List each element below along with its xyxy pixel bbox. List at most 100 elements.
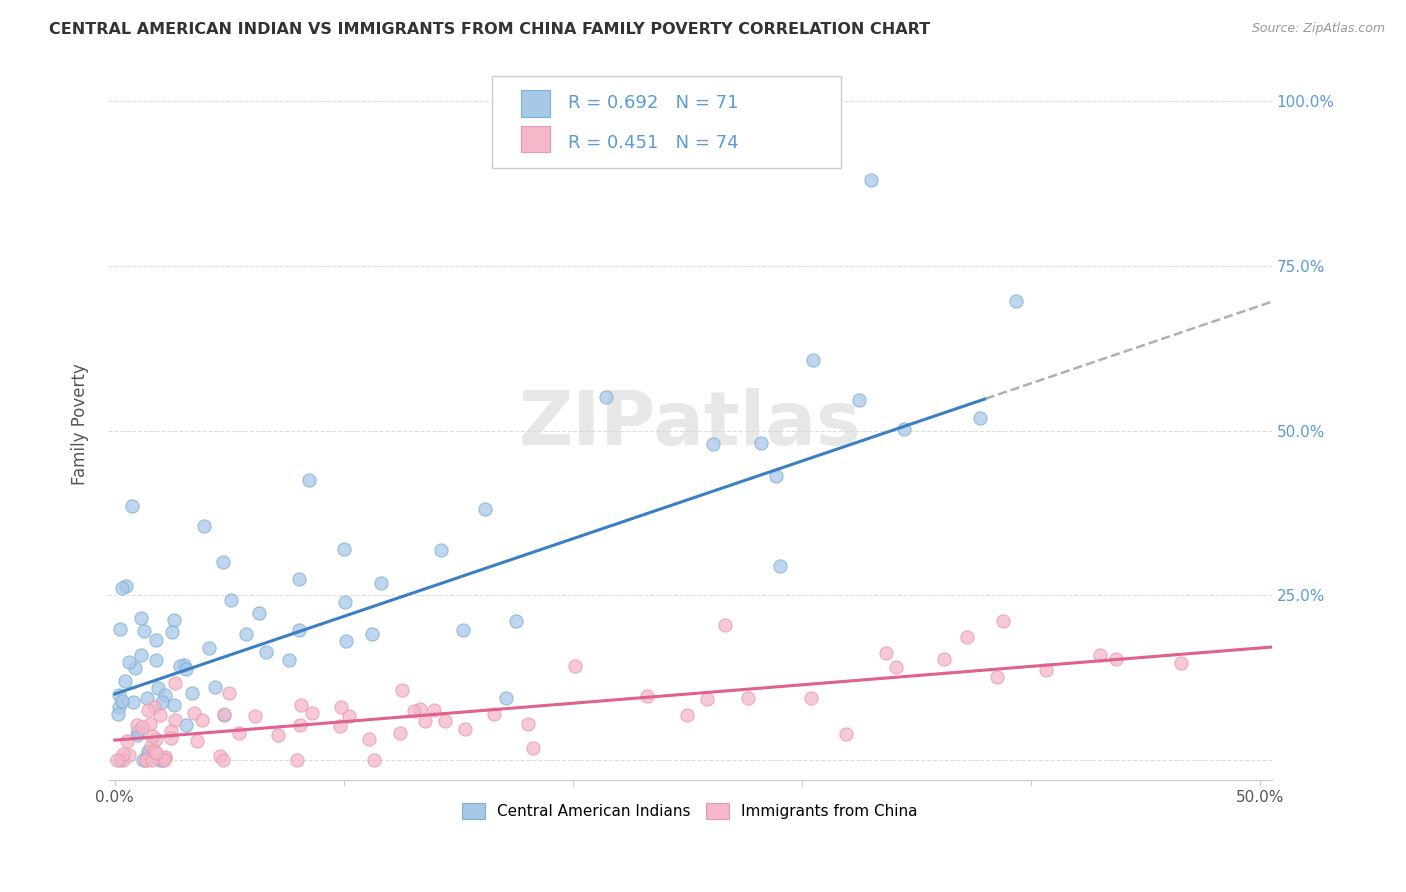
Point (110, 622, 132, 636)
Point (430, 542, 453, 557)
Point (112, 747, 135, 761)
FancyBboxPatch shape (492, 76, 841, 168)
Point (370, 575, 392, 590)
Point (254, 645, 277, 659)
Point (173, 657, 195, 672)
Text: R = 0.451   N = 74: R = 0.451 N = 74 (568, 134, 738, 153)
Point (329, 700, 352, 714)
Point (1004, 294, 1026, 309)
Point (127, 718, 149, 732)
Point (474, 501, 496, 516)
Point (107, 706, 129, 721)
Point (454, 723, 477, 737)
Point (204, 681, 226, 695)
Point (986, 670, 1008, 684)
Point (214, 706, 236, 721)
Point (337, 709, 360, 723)
Point (332, 542, 354, 557)
Point (956, 630, 979, 644)
Point (131, 720, 153, 734)
Point (453, 623, 475, 637)
Point (141, 729, 163, 743)
Point (359, 732, 381, 747)
Point (160, 731, 183, 746)
FancyBboxPatch shape (522, 90, 550, 117)
Point (152, 753, 174, 767)
Point (228, 725, 250, 739)
Point (422, 703, 444, 717)
Point (112, 753, 135, 767)
Point (169, 659, 191, 673)
Point (114, 673, 136, 688)
Point (135, 753, 157, 767)
Point (875, 646, 897, 660)
Point (749, 436, 772, 450)
Point (696, 691, 718, 706)
Text: ZIPatlas: ZIPatlas (519, 387, 862, 460)
Point (388, 725, 411, 739)
Text: CENTRAL AMERICAN INDIAN VS IMMIGRANTS FROM CHINA FAMILY POVERTY CORRELATION CHAR: CENTRAL AMERICAN INDIAN VS IMMIGRANTS FR… (49, 22, 931, 37)
Point (136, 691, 159, 706)
Point (1035, 663, 1057, 677)
Point (165, 676, 187, 690)
Point (969, 411, 991, 425)
Point (391, 683, 413, 698)
Y-axis label: Family Poverty: Family Poverty (72, 363, 89, 485)
Point (134, 624, 156, 638)
Point (636, 690, 658, 704)
Point (713, 618, 735, 632)
Point (335, 634, 357, 648)
Point (141, 753, 163, 767)
Point (328, 719, 350, 733)
Text: Source: ZipAtlas.com: Source: ZipAtlas.com (1251, 22, 1385, 36)
Point (160, 624, 183, 639)
Point (141, 739, 163, 754)
Point (105, 753, 128, 767)
Point (174, 718, 197, 732)
Point (191, 713, 214, 727)
Point (186, 733, 208, 747)
Point (564, 658, 586, 673)
Point (1105, 652, 1128, 666)
Point (212, 708, 235, 723)
Point (884, 660, 907, 674)
Point (404, 704, 426, 718)
Point (1088, 648, 1111, 663)
Point (702, 437, 724, 451)
Point (136, 747, 159, 762)
Point (131, 611, 153, 625)
Point (288, 572, 311, 586)
Point (174, 662, 197, 676)
Point (522, 740, 544, 755)
Point (235, 627, 257, 641)
Point (301, 706, 323, 720)
Point (769, 558, 792, 573)
Point (288, 623, 311, 637)
Point (136, 744, 159, 758)
Point (277, 653, 299, 667)
Point (153, 749, 176, 764)
Point (114, 579, 136, 593)
Point (243, 709, 266, 723)
Point (107, 700, 129, 714)
Point (145, 732, 167, 747)
Point (495, 691, 517, 706)
Point (415, 714, 437, 728)
Point (934, 652, 956, 666)
Point (143, 700, 166, 714)
Point (848, 393, 870, 408)
Point (163, 613, 186, 627)
Legend: Central American Indians, Immigrants from China: Central American Indians, Immigrants fro… (456, 797, 924, 825)
Point (125, 728, 148, 742)
Point (149, 707, 172, 722)
Point (208, 748, 231, 763)
Point (111, 694, 134, 708)
Point (122, 695, 145, 709)
Point (111, 581, 134, 595)
Point (859, 173, 882, 187)
Point (115, 733, 138, 747)
FancyBboxPatch shape (522, 126, 550, 153)
Point (136, 703, 159, 717)
Point (211, 555, 233, 569)
Point (118, 748, 141, 763)
